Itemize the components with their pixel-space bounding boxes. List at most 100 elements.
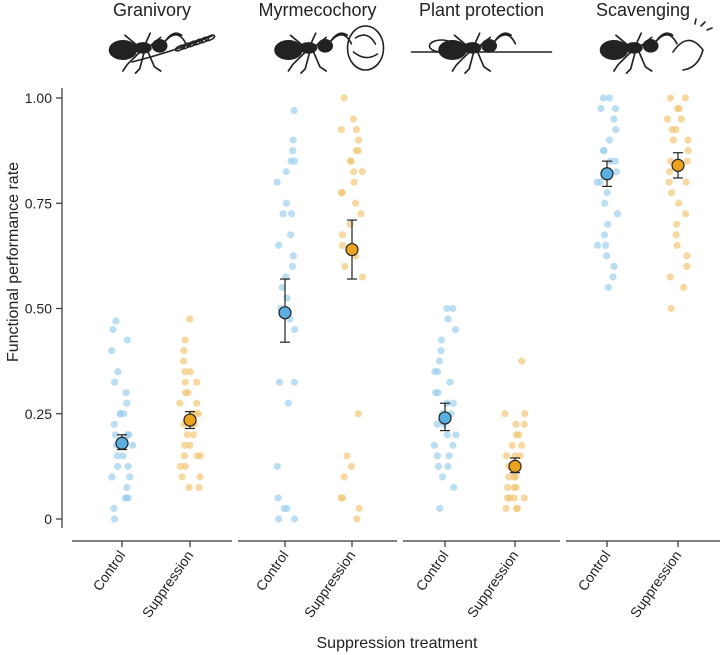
data-point: [111, 378, 119, 386]
data-point: [449, 304, 457, 313]
data-point: [290, 515, 299, 523]
data-point: [290, 378, 299, 386]
data-point: [677, 115, 685, 123]
data-point: [451, 325, 460, 334]
data-point: [352, 147, 360, 155]
data-point: [273, 462, 281, 470]
data-point: [108, 347, 116, 355]
y-tick-label: 0.75: [25, 195, 52, 211]
data-point: [510, 473, 518, 481]
data-point: [502, 504, 510, 513]
data-point: [683, 157, 691, 165]
data-point: [181, 441, 189, 449]
data-point: [512, 420, 520, 428]
data-point: [289, 136, 297, 144]
data-point: [195, 483, 203, 492]
data-point: [508, 441, 516, 449]
panel-title: Scavenging: [596, 0, 690, 20]
data-point: [355, 136, 363, 144]
data-point: [596, 178, 604, 186]
data-point: [113, 452, 121, 460]
data-point: [681, 94, 690, 102]
data-point: [610, 262, 618, 270]
data-point: [593, 241, 602, 249]
data-point: [597, 104, 605, 113]
aphid-body: [428, 39, 455, 53]
data-point: [675, 104, 683, 113]
ant-icon: [108, 32, 187, 74]
data-point: [599, 94, 607, 102]
data-point: [123, 431, 132, 439]
data-point: [278, 283, 286, 292]
y-axis-label: Functional performance rate: [5, 162, 22, 362]
panel-illustration-ant-with-seed: [274, 25, 385, 74]
data-point: [673, 241, 681, 249]
data-point: [520, 494, 528, 502]
x-tick-label: Control: [412, 548, 451, 594]
data-point: [609, 273, 617, 281]
data-point: [181, 368, 189, 376]
data-point: [275, 378, 284, 386]
data-point: [612, 168, 621, 176]
data-point: [505, 473, 513, 481]
data-point: [337, 189, 345, 197]
seed-grain: [180, 42, 192, 50]
y-tick-label: 0: [44, 511, 52, 527]
data-point: [196, 452, 205, 460]
data-point: [116, 410, 124, 418]
data-point: [341, 262, 349, 270]
panel-illustration-ant-with-larva: [599, 18, 713, 74]
data-point: [122, 389, 130, 397]
data-point: [112, 317, 120, 325]
data-point: [449, 441, 457, 449]
panel-illustration-ant-carrying-seed-head: [108, 32, 216, 74]
data-point: [358, 168, 366, 176]
y-tick-label: 1.00: [25, 90, 52, 106]
seed-grain: [186, 40, 198, 48]
data-point: [119, 452, 127, 460]
data-point: [437, 336, 446, 344]
axes: 0 0.25 0.50 0.75 1.00 Granivory Control Suppres…: [25, 0, 720, 620]
data-point: [176, 399, 184, 407]
data-point: [279, 210, 287, 218]
seed-texture: [352, 34, 379, 59]
data-point: [178, 473, 186, 481]
data-point: [604, 220, 612, 228]
data-point: [287, 210, 296, 218]
data-point: [665, 168, 674, 176]
data-point: [351, 199, 360, 207]
data-point: [680, 283, 688, 292]
data-point: [289, 147, 297, 155]
data-point: [446, 378, 454, 386]
data-point: [352, 125, 361, 134]
data-point: [434, 462, 443, 470]
data-point: [126, 473, 134, 481]
data-point: [176, 462, 184, 470]
data-point: [433, 452, 441, 460]
data-point: [183, 431, 191, 439]
x-tick-label: Suppression: [627, 548, 685, 621]
data-point: [284, 399, 292, 407]
mean-point: [115, 436, 129, 450]
data-point: [180, 347, 188, 355]
data-point: [357, 210, 365, 218]
data-point: [452, 431, 460, 439]
data-point: [605, 136, 614, 144]
data-point: [110, 515, 119, 523]
y-tick-label: 0.50: [25, 301, 52, 317]
x-axis-label: Suppression treatment: [317, 635, 479, 652]
data-point: [682, 210, 690, 218]
data-point: [445, 452, 453, 460]
larva-motion-lines: [694, 18, 713, 31]
data-point: [186, 441, 194, 449]
data-point: [605, 94, 614, 102]
data-point: [512, 483, 520, 492]
mean-point: [508, 459, 522, 473]
data-point: [672, 231, 680, 239]
data-point: [181, 336, 189, 344]
data-point: [518, 441, 526, 449]
data-point: [290, 157, 299, 165]
data-point: [109, 325, 117, 334]
data-point: [275, 241, 283, 249]
